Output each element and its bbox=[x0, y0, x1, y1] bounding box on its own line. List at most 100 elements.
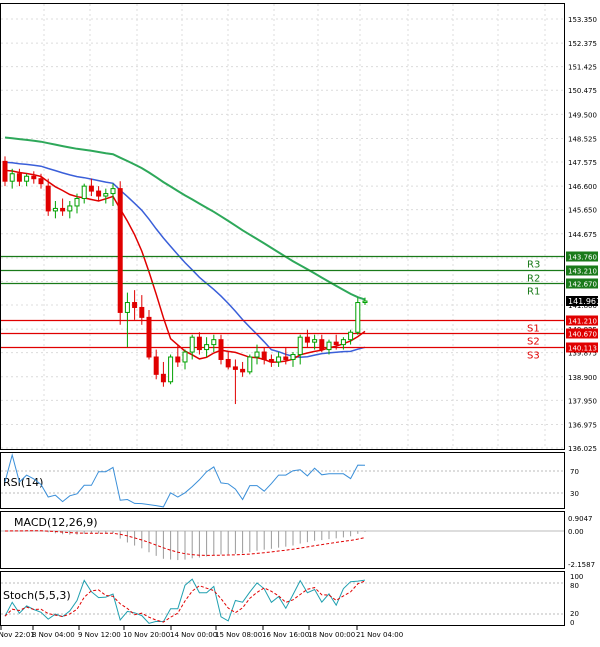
stoch-axis-20: 20 bbox=[570, 610, 579, 618]
pivot-price-s3: 140.113 bbox=[568, 345, 597, 353]
candle-body bbox=[218, 339, 224, 360]
pivot-price-tag-s1 bbox=[566, 315, 598, 326]
macd-panel: MACD(12,26,9) 0.9047 0.00 -2.1587 bbox=[1, 515, 595, 569]
candle-body bbox=[204, 344, 210, 351]
rsi-line bbox=[4, 453, 366, 508]
candle-body bbox=[175, 356, 181, 363]
main-panel-frame bbox=[0, 3, 565, 450]
candle-body bbox=[304, 336, 310, 343]
candle-body bbox=[31, 175, 37, 180]
time-axis-label: 18 Nov 00:00 bbox=[308, 631, 355, 639]
time-axis-label: 9 Nov 12:00 bbox=[78, 631, 121, 639]
pivot-label-s1: S1 bbox=[527, 324, 540, 335]
price-axis-label: 146.600 bbox=[568, 183, 597, 191]
candle-body bbox=[268, 358, 274, 363]
macd-title: MACD(12,26,9) bbox=[14, 516, 98, 529]
pivot-price-tag-s3 bbox=[566, 342, 598, 353]
candle-body bbox=[45, 185, 51, 212]
macd-histogram bbox=[11, 530, 366, 561]
stoch-panel-frame bbox=[0, 571, 565, 626]
candle-body bbox=[117, 188, 123, 313]
price-axis-label: 136.975 bbox=[568, 421, 597, 429]
candle-body bbox=[290, 354, 296, 360]
current-price-label: 141.961 bbox=[568, 297, 600, 306]
price-axis-label: 148.525 bbox=[568, 135, 597, 143]
pivot-price-tag-s2 bbox=[566, 328, 598, 339]
stoch-axis-100: 100 bbox=[570, 573, 583, 581]
main-gridlines bbox=[1, 4, 564, 449]
candle-body bbox=[153, 356, 159, 375]
candle-body bbox=[319, 339, 325, 351]
price-axis-label: 139.875 bbox=[568, 350, 597, 358]
candle-body bbox=[88, 185, 94, 192]
current-price-tag: 141.961 bbox=[566, 296, 600, 306]
candle-body bbox=[168, 356, 174, 383]
price-axis-label: 138.900 bbox=[568, 374, 597, 382]
candle-body bbox=[333, 341, 339, 346]
candle-body bbox=[283, 356, 289, 360]
candle-body bbox=[124, 302, 130, 313]
price-axis-label: 147.575 bbox=[568, 159, 597, 167]
candle-body bbox=[146, 316, 152, 358]
candle-body bbox=[355, 302, 361, 333]
rsi-axis-70: 70 bbox=[570, 468, 579, 476]
rsi-panel-frame bbox=[0, 452, 565, 509]
pivot-labels: R3 143.760 R2 143.210 R1 142.670 S1 141.210 S2 14… bbox=[527, 251, 598, 362]
pivot-price-s1: 141.210 bbox=[568, 318, 597, 326]
time-axis-label: 8 Nov 04:00 bbox=[32, 631, 75, 639]
macd-axis-zero: 0.00 bbox=[568, 528, 584, 536]
time-axis-label: 15 Nov 08:00 bbox=[215, 631, 262, 639]
candle-body bbox=[211, 339, 217, 346]
candle-body bbox=[189, 336, 195, 353]
time-axis-label: 10 Nov 20:00 bbox=[123, 631, 170, 639]
price-axis-label: 152.375 bbox=[568, 40, 597, 48]
candle-body bbox=[38, 178, 44, 185]
pivot-label-r1: R1 bbox=[527, 287, 540, 298]
pivot-lines bbox=[1, 255, 564, 349]
pivot-label-r2: R2 bbox=[527, 274, 540, 285]
pivot-price-r3: 143.760 bbox=[568, 254, 597, 262]
pivot-label-s2: S2 bbox=[527, 337, 540, 348]
candle-body bbox=[340, 339, 346, 346]
pivot-label-r3: R3 bbox=[527, 260, 540, 271]
rsi-title: RSI(14) bbox=[3, 476, 43, 489]
pivot-price-s2: 140.670 bbox=[568, 331, 597, 339]
candle-body bbox=[96, 190, 102, 197]
candle-body bbox=[261, 351, 267, 360]
candle-body bbox=[110, 188, 116, 195]
candle-body bbox=[276, 356, 282, 363]
stoch-axis-80: 80 bbox=[570, 582, 579, 590]
pivot-price-r2: 143.210 bbox=[568, 268, 597, 276]
candle-body bbox=[225, 358, 231, 368]
candle-body bbox=[232, 366, 238, 370]
time-axis-label: 14 Nov 00:00 bbox=[170, 631, 217, 639]
stoch-signal-line bbox=[4, 580, 366, 623]
candle-body bbox=[139, 306, 145, 318]
rsi-panel: RSI(14) 70 30 bbox=[1, 453, 579, 508]
stoch-axis-0: 0 bbox=[570, 619, 574, 627]
macd-panel-frame bbox=[0, 511, 565, 569]
candle-body bbox=[196, 336, 202, 351]
candle-body bbox=[81, 185, 87, 200]
candle-body bbox=[297, 336, 303, 356]
macd-signal-line bbox=[4, 530, 366, 556]
candle-body bbox=[52, 207, 58, 212]
price-axis-label: 149.500 bbox=[568, 111, 597, 119]
panel-frames bbox=[0, 3, 565, 626]
pivot-price-tag-r3 bbox=[566, 251, 598, 262]
price-axis-label: 136.025 bbox=[568, 445, 597, 453]
time-axis-label: 21 Nov 04:00 bbox=[356, 631, 403, 639]
candle-body bbox=[24, 175, 30, 182]
candle-body bbox=[348, 331, 354, 341]
price-axis-label: 137.950 bbox=[568, 397, 597, 405]
candle-body bbox=[362, 300, 368, 304]
candle-body bbox=[160, 373, 166, 383]
price-axis: 153.350 152.375 151.425 150.475 149.500 148.5… bbox=[568, 16, 597, 453]
candle-body bbox=[67, 205, 73, 212]
candle-body bbox=[326, 341, 332, 351]
time-axis-label: 16 Nov 16:00 bbox=[262, 631, 309, 639]
candle-body bbox=[254, 351, 260, 358]
macd-axis-min: -2.1587 bbox=[568, 561, 595, 569]
